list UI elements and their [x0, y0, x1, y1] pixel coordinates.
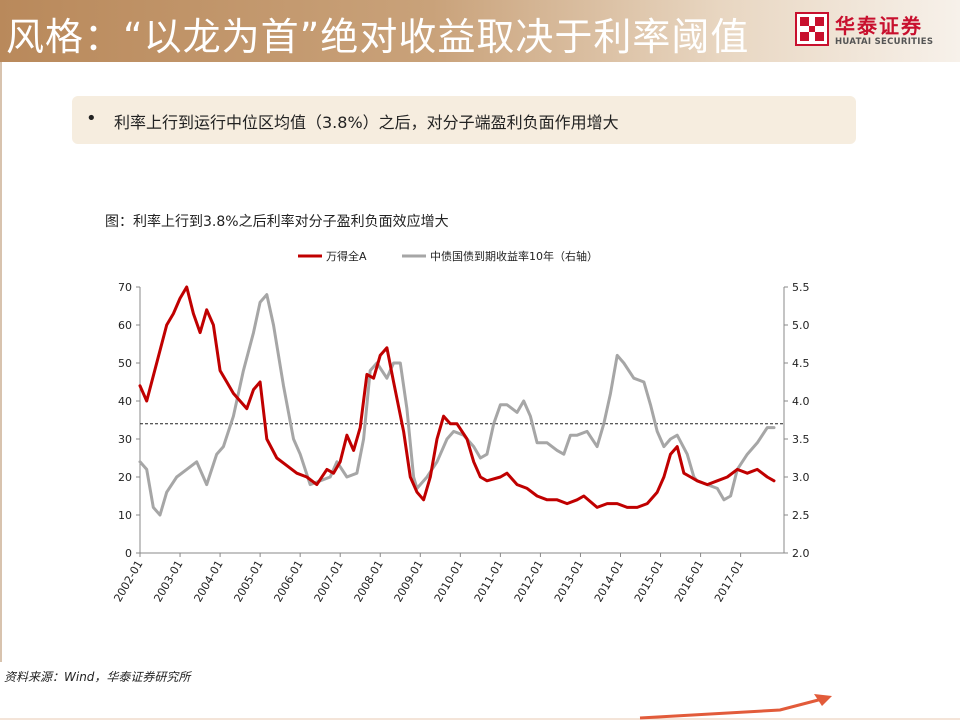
legend-label: 万得全A	[326, 249, 367, 263]
x-tick-label: 2013-01	[552, 558, 586, 604]
y-right-tick-label: 4.5	[792, 357, 810, 370]
y-left-tick-label: 70	[118, 281, 132, 294]
logo-english-name: HUATAI SECURITIES	[835, 37, 934, 47]
x-tick-label: 2012-01	[512, 558, 546, 604]
legend-label: 中债国债到期收益率10年（右轴）	[430, 249, 598, 263]
y-left-tick-label: 10	[118, 509, 132, 522]
logo-mark-icon	[795, 12, 829, 46]
chart-legend: 万得全A 中债国债到期收益率10年（右轴）	[298, 249, 598, 263]
x-tick-label: 2006-01	[272, 558, 306, 604]
left-edge-line	[0, 62, 2, 662]
y-right-tick-label: 5.5	[792, 281, 810, 294]
y-right-tick-label: 5.0	[792, 319, 810, 332]
source-note: 资料来源：Wind，华泰证券研究所	[4, 670, 191, 684]
y-left-tick-label: 40	[118, 395, 132, 408]
series-line-wind-all-a	[138, 285, 776, 509]
x-tick-label: 2009-01	[392, 558, 426, 604]
y-right-tick-label: 2.5	[792, 509, 810, 522]
x-tick-label: 2003-01	[151, 558, 185, 604]
chart-axes	[136, 286, 788, 557]
x-tick-label: 2015-01	[632, 558, 666, 604]
x-tick-label: 2011-01	[472, 558, 506, 604]
x-tick-label: 2002-01	[111, 558, 145, 604]
footer-arrow-decoration	[0, 694, 960, 720]
key-point-box: • 利率上行到运行中位区均值（3.8%）之后，对分子端盈利负面作用增大	[72, 96, 856, 144]
y-right-tick-label: 4.0	[792, 395, 810, 408]
bullet-marker: •	[86, 108, 97, 129]
y-left-tick-label: 50	[118, 357, 132, 370]
y-left-tick-label: 60	[118, 319, 132, 332]
x-tick-label: 2005-01	[231, 558, 265, 604]
y-left-tick-label: 30	[118, 433, 132, 446]
x-tick-label: 2008-01	[352, 558, 386, 604]
y-left-tick-label: 20	[118, 471, 132, 484]
x-tick-label: 2007-01	[312, 558, 346, 604]
line-chart: 万得全A 中债国债到期收益率10年（右轴） 0 10 20 30 40 50 60 70 2.0 2…	[111, 249, 810, 604]
logo-chinese-name: 华泰证券	[835, 14, 923, 38]
series-line-cn-10y-bond-yield	[138, 293, 776, 517]
y-left-tick-label: 0	[125, 547, 132, 560]
y-right-tick-label: 3.0	[792, 471, 810, 484]
y-right-tick-label: 3.5	[792, 433, 810, 446]
figure-caption: 图：利率上行到3.8%之后利率对分子盈利负面效应增大	[105, 214, 449, 230]
header-banner: 风格：“以龙为首”绝对收益取决于利率阈值 华泰证券 HUATAI SECURIT…	[0, 0, 960, 62]
company-logo: 华泰证券 HUATAI SECURITIES	[795, 10, 945, 52]
x-tick-label: 2017-01	[712, 558, 746, 604]
x-tick-label: 2010-01	[432, 558, 466, 604]
series-group	[138, 285, 776, 517]
x-tick-label: 2014-01	[592, 558, 626, 604]
key-point-text: 利率上行到运行中位区均值（3.8%）之后，对分子端盈利负面作用增大	[114, 113, 619, 132]
y-right-tick-label: 2.0	[792, 547, 810, 560]
x-tick-label: 2016-01	[672, 558, 706, 604]
page-title: 风格：“以龙为首”绝对收益取决于利率阈值	[6, 15, 750, 59]
x-tick-label: 2004-01	[191, 558, 225, 604]
